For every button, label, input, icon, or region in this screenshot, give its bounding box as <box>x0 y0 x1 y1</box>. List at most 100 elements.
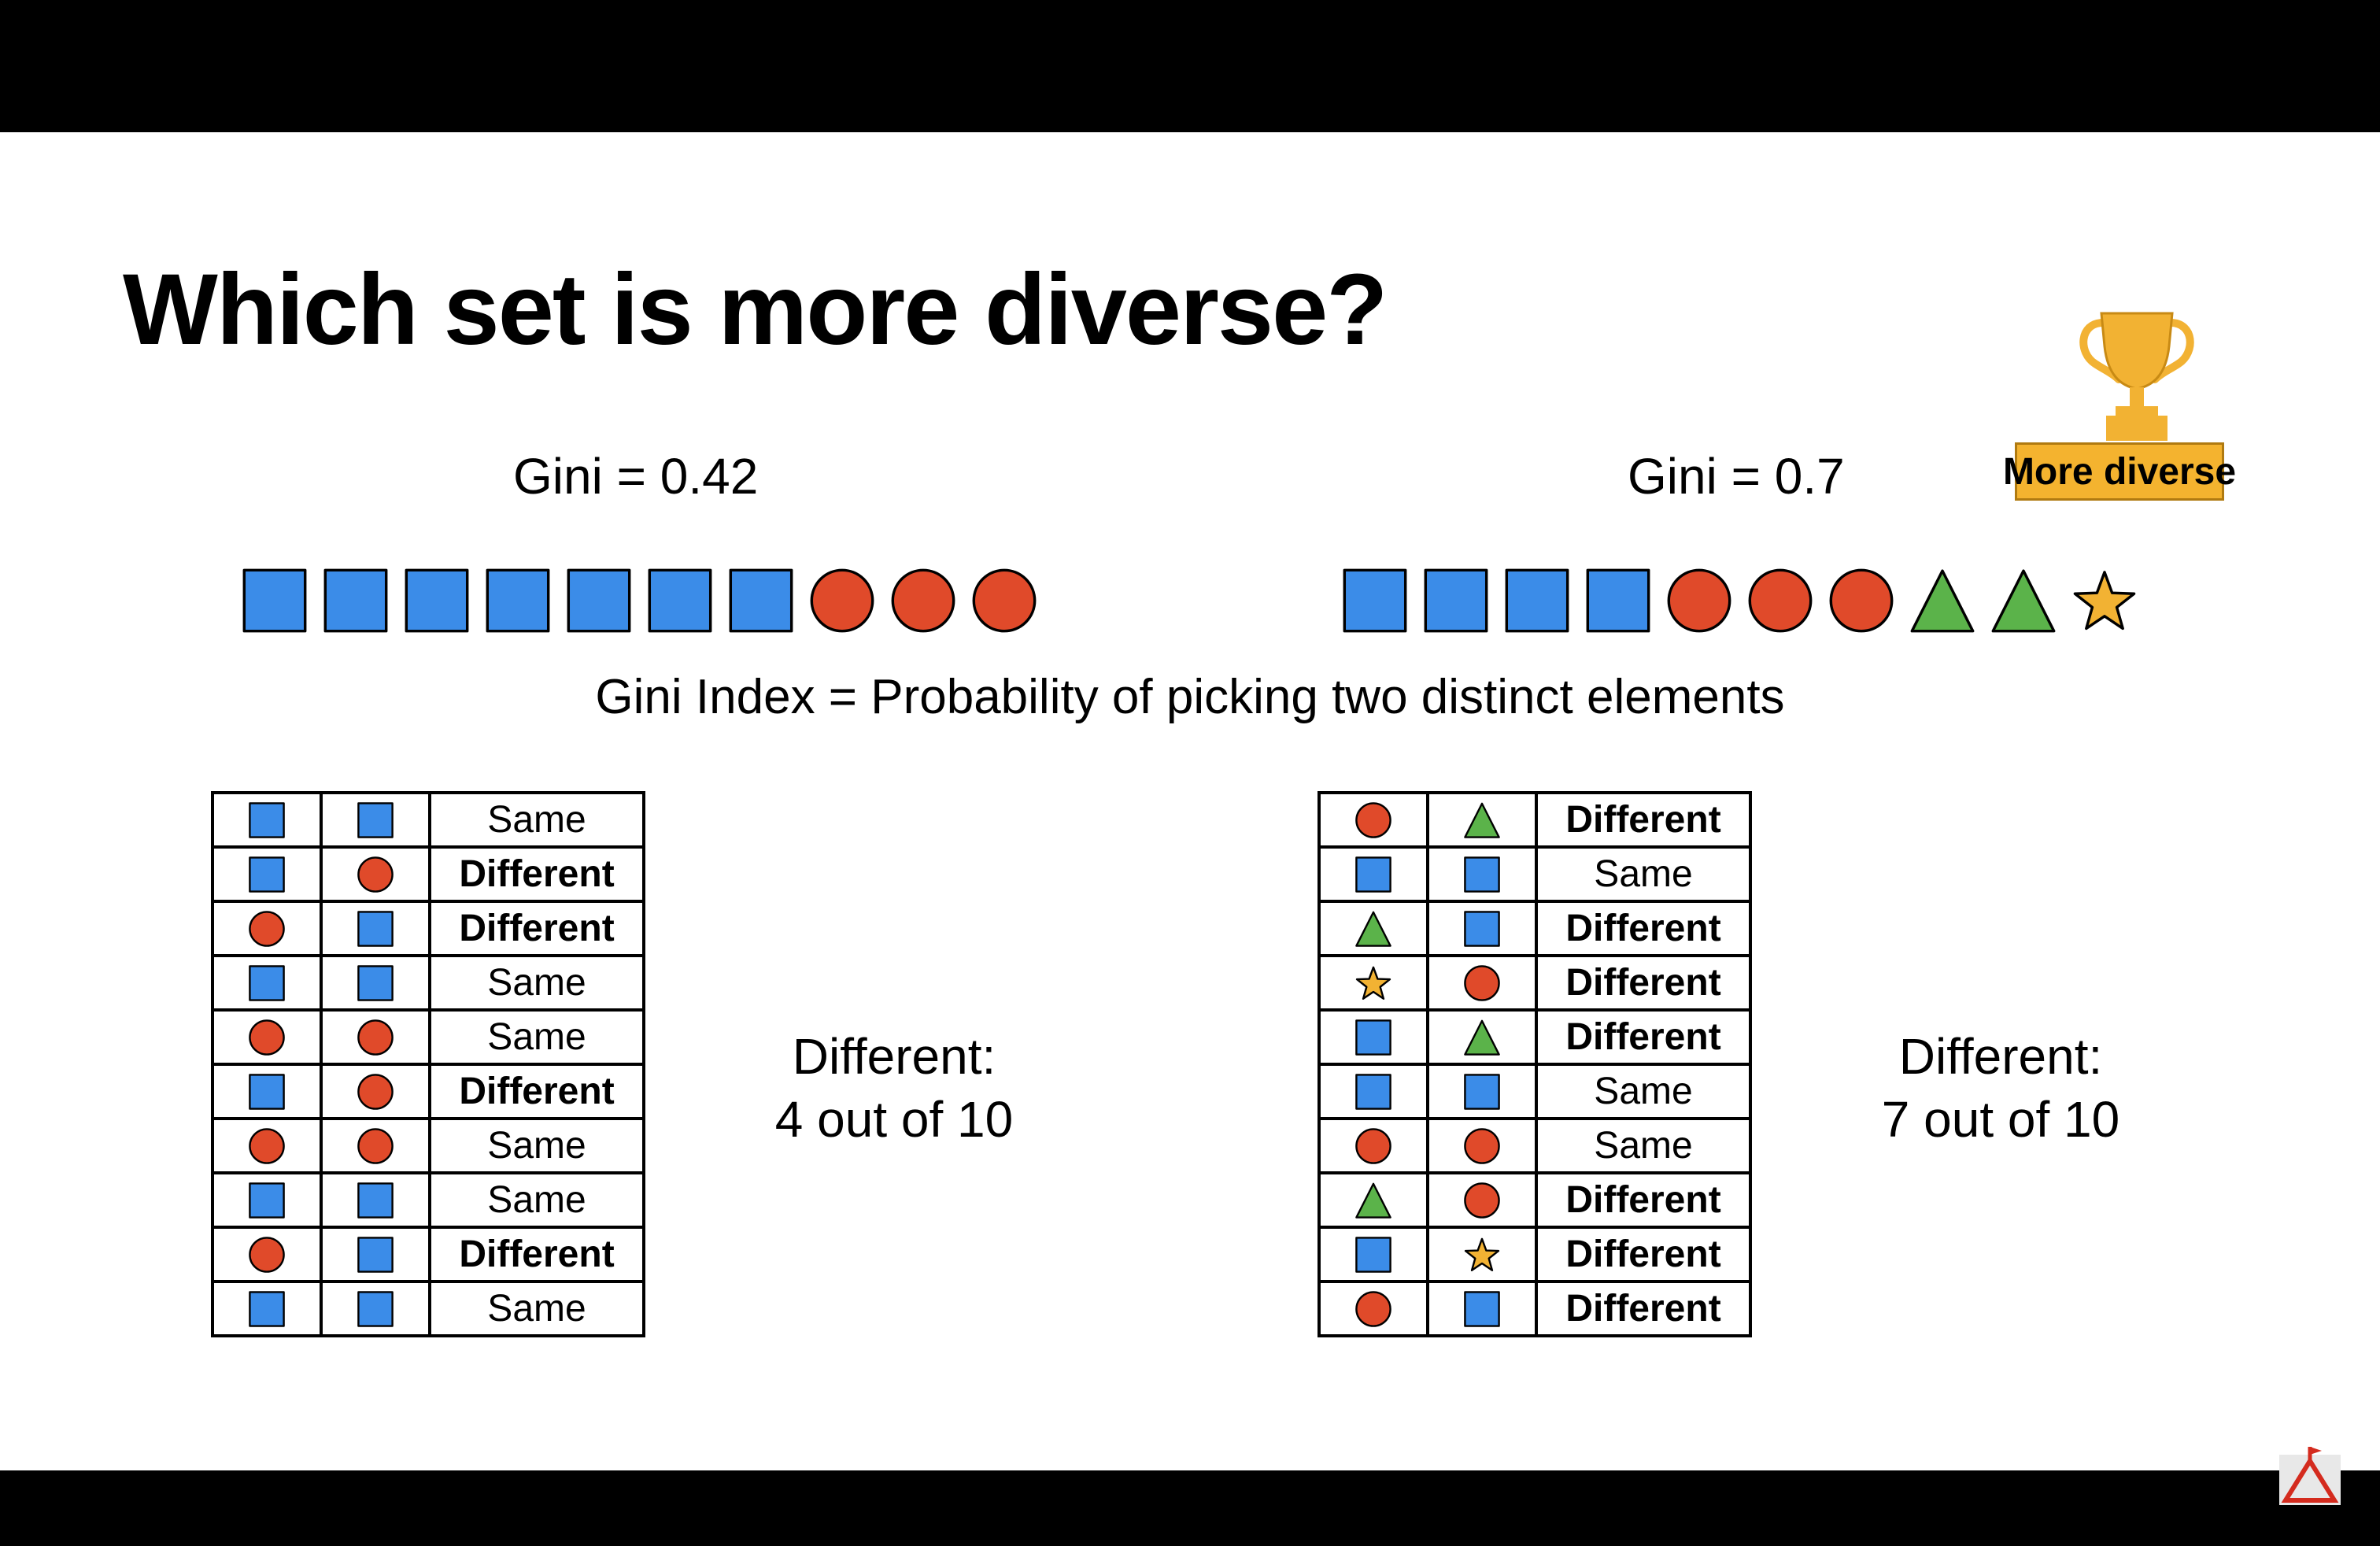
set-element-circle-icon <box>810 568 874 633</box>
set-element-square-icon <box>1586 568 1650 633</box>
pair-shape-cell <box>211 791 323 849</box>
circle-icon <box>249 1127 285 1164</box>
pair-result: Same <box>1535 1117 1752 1174</box>
right-set-elements <box>1341 567 2144 636</box>
pair-row: Same <box>211 1008 645 1066</box>
pair-result: Different <box>1535 791 1752 849</box>
pair-row: Different <box>1318 954 1752 1012</box>
pair-shape-cell <box>320 845 431 903</box>
pair-result: Same <box>428 1117 645 1174</box>
circle-icon <box>249 1019 285 1056</box>
pair-row: Different <box>211 1226 645 1283</box>
pair-shape-cell <box>211 1226 323 1283</box>
pair-row: Different <box>211 1063 645 1120</box>
square-icon <box>1355 856 1391 893</box>
set-element-circle-icon <box>972 568 1037 633</box>
pair-shape-cell <box>1318 900 1429 957</box>
pair-result: Different <box>1535 1171 1752 1229</box>
pair-shape-cell <box>211 1117 323 1174</box>
right-summary: Different: 7 out of 10 <box>1820 1025 2182 1151</box>
circle-icon <box>357 856 394 893</box>
square-icon <box>357 1236 394 1273</box>
square-icon <box>357 1182 394 1219</box>
pair-shape-cell <box>211 900 323 957</box>
pair-shape-cell <box>211 1171 323 1229</box>
set-element-square-icon <box>323 568 388 633</box>
square-icon <box>1464 1073 1500 1110</box>
pair-row: Same <box>1318 845 1752 903</box>
pair-shape-cell <box>1318 1280 1429 1337</box>
pair-shape-cell <box>320 1008 431 1066</box>
left-summary: Different: 4 out of 10 <box>713 1025 1075 1151</box>
set-element-triangle-icon <box>1991 569 2056 633</box>
pair-row: Same <box>211 1280 645 1337</box>
set-element-square-icon <box>1424 568 1488 633</box>
pair-shape-cell <box>1318 954 1429 1012</box>
pair-shape-cell <box>211 1280 323 1337</box>
pair-shape-cell <box>1318 791 1429 849</box>
pair-result: Different <box>1535 900 1752 957</box>
pair-row: Same <box>211 1171 645 1229</box>
pair-result: Same <box>428 1171 645 1229</box>
pair-result: Different <box>1535 954 1752 1012</box>
pair-row: Same <box>211 791 645 849</box>
set-element-square-icon <box>405 568 469 633</box>
pair-row: Different <box>1318 1171 1752 1229</box>
triangle-icon <box>1464 802 1500 838</box>
circle-icon <box>1464 1127 1500 1164</box>
pair-result: Different <box>1535 1280 1752 1337</box>
pair-result: Different <box>428 1063 645 1120</box>
circle-icon <box>357 1019 394 1056</box>
square-icon <box>249 1073 285 1110</box>
more-diverse-badge: More diverse <box>2003 442 2236 501</box>
circle-icon <box>357 1127 394 1164</box>
right-pairs-table: Different Same Different Different Different… <box>1318 791 1752 1337</box>
pair-row: Different <box>1318 791 1752 849</box>
circle-icon <box>1464 1182 1500 1219</box>
star-icon <box>1464 1237 1500 1271</box>
pair-result: Same <box>1535 1063 1752 1120</box>
pair-row: Different <box>1318 1008 1752 1066</box>
pair-shape-cell <box>1426 1117 1538 1174</box>
pair-shape-cell <box>1318 1171 1429 1229</box>
pair-result: Different <box>1535 1008 1752 1066</box>
pair-shape-cell <box>211 1008 323 1066</box>
pair-shape-cell <box>1426 1280 1538 1337</box>
set-element-square-icon <box>648 568 712 633</box>
circle-icon <box>1355 801 1391 838</box>
pair-shape-cell <box>320 791 431 849</box>
pair-row: Different <box>1318 1280 1752 1337</box>
square-icon <box>249 1182 285 1219</box>
pair-result: Different <box>1535 1226 1752 1283</box>
square-icon <box>357 964 394 1001</box>
pair-shape-cell <box>320 1117 431 1174</box>
pair-result: Same <box>428 1280 645 1337</box>
gini-index-definition: Gini Index = Probability of picking two … <box>595 670 1785 724</box>
pair-result: Different <box>428 845 645 903</box>
pair-shape-cell <box>320 1063 431 1120</box>
star-icon <box>1355 966 1391 1000</box>
pair-result: Same <box>428 954 645 1012</box>
set-element-circle-icon <box>1667 568 1731 633</box>
right-summary-label: Different: <box>1898 1028 2103 1085</box>
pair-shape-cell <box>320 900 431 957</box>
pair-shape-cell <box>320 1226 431 1283</box>
pair-row: Different <box>1318 900 1752 957</box>
circle-icon <box>357 1073 394 1110</box>
set-element-square-icon <box>1343 568 1407 633</box>
square-icon <box>1464 856 1500 893</box>
pair-row: Different <box>211 900 645 957</box>
pair-shape-cell <box>320 1280 431 1337</box>
set-element-square-icon <box>567 568 631 633</box>
pair-shape-cell <box>1318 1008 1429 1066</box>
pair-row: Same <box>1318 1117 1752 1174</box>
square-icon <box>249 964 285 1001</box>
video-top-letterbox <box>0 0 2380 132</box>
pair-shape-cell <box>1426 954 1538 1012</box>
circle-icon <box>1464 964 1500 1001</box>
pair-row: Same <box>1318 1063 1752 1120</box>
set-element-triangle-icon <box>1910 569 1975 633</box>
pair-row: Same <box>211 1117 645 1174</box>
square-icon <box>357 910 394 947</box>
square-icon <box>357 801 394 838</box>
